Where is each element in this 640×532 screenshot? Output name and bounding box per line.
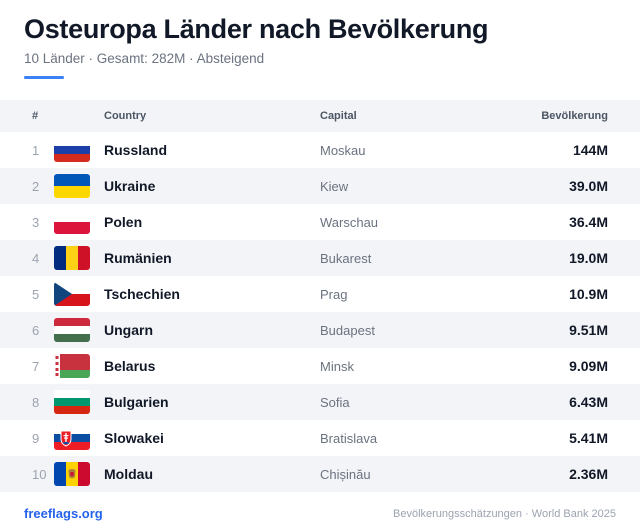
row-country: Slowakei: [104, 430, 164, 446]
romania-flag-icon: [54, 246, 90, 270]
row-rank: 6: [32, 322, 40, 338]
population-table: # Country Capital Bevölkerung 1 Russland…: [0, 100, 640, 492]
row-capital: Bratislava: [320, 430, 378, 446]
moldova-flag-icon: [54, 462, 90, 486]
table-row: 8 Bulgarien Sofia 6.43M: [0, 384, 640, 420]
slovakia-flag-icon: [54, 426, 90, 450]
row-country: Belarus: [104, 358, 156, 374]
row-capital: Budapest: [320, 322, 375, 338]
row-population: 10.9M: [569, 286, 608, 302]
czechia-flag-icon: [54, 282, 90, 306]
row-population: 19.0M: [569, 250, 608, 266]
row-population: 144M: [572, 142, 608, 158]
header-population: Bevölkerung: [541, 110, 608, 122]
row-rank: 5: [32, 286, 40, 302]
source-note: Bevölkerungsschätzungen · World Bank 202…: [393, 507, 616, 520]
row-population: 5.41M: [569, 430, 608, 446]
row-capital: Prag: [320, 286, 348, 302]
page-footer: freeflags.org Bevölkerungsschätzungen · …: [24, 506, 616, 521]
row-capital: Sofia: [320, 394, 350, 410]
row-rank: 7: [32, 358, 40, 374]
row-capital: Bukarest: [320, 250, 372, 266]
table-row: 10 Moldau Chișinău 2.36M: [0, 456, 640, 492]
table-row: 3 Polen Warschau 36.4M: [0, 204, 640, 240]
row-population: 6.43M: [569, 394, 608, 410]
row-country: Tschechien: [104, 286, 180, 302]
row-capital: Chișinău: [320, 466, 371, 482]
ukraine-flag-icon: [54, 174, 90, 198]
table-row: 2 Ukraine Kiew 39.0M: [0, 168, 640, 204]
table-row: 6 Ungarn Budapest 9.51M: [0, 312, 640, 348]
row-country: Russland: [104, 142, 168, 158]
russia-flag-icon: [54, 138, 90, 162]
row-rank: 4: [32, 250, 40, 266]
row-country: Rumänien: [104, 250, 172, 266]
table-row: 1 Russland Moskau 144M: [0, 132, 640, 168]
page-title: Osteuropa Länder nach Bevölkerung: [24, 14, 489, 44]
page-subtitle: 10 Länder · Gesamt: 282M · Absteigend: [24, 51, 265, 66]
table-row: 7 Belarus Minsk 9.09M: [0, 348, 640, 384]
row-capital: Moskau: [320, 142, 366, 158]
row-rank: 10: [32, 466, 47, 482]
header-country: Country: [104, 110, 147, 122]
page-header: Osteuropa Länder nach Bevölkerung 10 Län…: [24, 12, 616, 79]
belarus-flag-icon: [54, 354, 90, 378]
poland-flag-icon: [54, 210, 90, 234]
row-capital: Kiew: [320, 178, 349, 194]
row-country: Polen: [104, 214, 143, 230]
table-row: 5 Tschechien Prag 10.9M: [0, 276, 640, 312]
header-capital: Capital: [320, 110, 357, 122]
row-population: 9.51M: [569, 322, 608, 338]
row-country: Ungarn: [104, 322, 153, 338]
row-capital: Warschau: [320, 214, 379, 230]
header-rank: #: [32, 110, 39, 122]
row-population: 39.0M: [569, 178, 608, 194]
table-row: 9 Slowakei Bratislava 5.41M: [0, 420, 640, 456]
row-country: Ukraine: [104, 178, 156, 194]
table-header: # Country Capital Bevölkerung: [0, 100, 640, 132]
row-capital: Minsk: [320, 358, 354, 374]
row-country: Moldau: [104, 466, 153, 482]
title-accent-bar: [24, 76, 64, 79]
row-rank: 1: [32, 142, 40, 158]
bulgaria-flag-icon: [54, 390, 90, 414]
row-rank: 2: [32, 178, 40, 194]
row-rank: 8: [32, 394, 40, 410]
brand-link[interactable]: freeflags.org: [24, 506, 103, 521]
row-country: Bulgarien: [104, 394, 169, 410]
row-rank: 3: [32, 214, 40, 230]
row-population: 36.4M: [569, 214, 608, 230]
row-rank: 9: [32, 430, 40, 446]
table-row: 4 Rumänien Bukarest 19.0M: [0, 240, 640, 276]
hungary-flag-icon: [54, 318, 90, 342]
row-population: 2.36M: [569, 466, 608, 482]
row-population: 9.09M: [569, 358, 608, 374]
